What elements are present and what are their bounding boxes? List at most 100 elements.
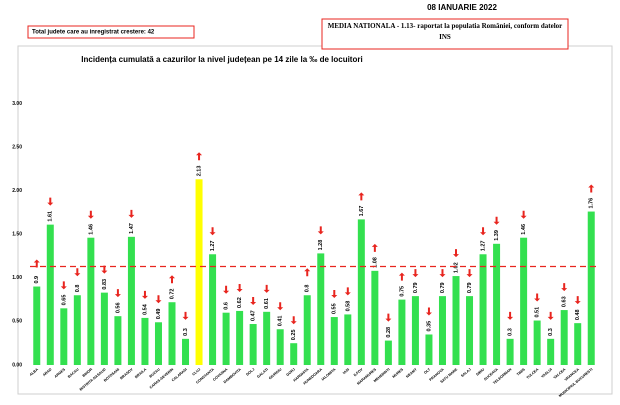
bar bbox=[371, 270, 379, 365]
trend-arrow bbox=[250, 297, 257, 306]
value-label: 0.51 bbox=[535, 307, 541, 318]
bar bbox=[411, 296, 419, 365]
trend-arrow bbox=[385, 313, 392, 322]
bar bbox=[33, 286, 41, 365]
bar bbox=[168, 302, 176, 365]
x-tick-label: BRAILA bbox=[134, 367, 147, 379]
x-tick-label: NEAMT bbox=[405, 367, 418, 379]
bar bbox=[87, 237, 95, 365]
bar bbox=[547, 338, 555, 365]
y-tick-label: 3.00 bbox=[12, 101, 22, 107]
x-tick-label: ILFOV bbox=[353, 367, 364, 377]
value-label: 0.6 bbox=[224, 302, 230, 310]
x-tick-label: SIBIU bbox=[475, 367, 485, 376]
value-label: 0.79 bbox=[440, 282, 446, 293]
value-label: 1.46 bbox=[88, 224, 94, 235]
value-label: 0.8 bbox=[75, 285, 81, 293]
trend-arrow bbox=[574, 296, 581, 305]
value-label: 0.55 bbox=[332, 303, 338, 314]
trend-arrow bbox=[169, 275, 175, 284]
trend-arrow bbox=[263, 284, 270, 293]
trend-arrow bbox=[196, 152, 203, 161]
counter: Total judete care au inregistrat crester… bbox=[32, 30, 155, 36]
value-label: 1.02 bbox=[453, 262, 459, 273]
y-tick-label: 0.50 bbox=[12, 319, 22, 325]
value-label: 1.46 bbox=[521, 224, 527, 235]
bar bbox=[141, 317, 149, 365]
trend-arrow bbox=[60, 281, 67, 290]
date: 08 IANUARIE 2022 bbox=[427, 3, 497, 12]
subtitle-wrap: MEDIA NATIONALA - 1.13- raportat la popu… bbox=[327, 22, 563, 41]
chart-title: Incidența cumulată a cazurilor la nivel … bbox=[81, 55, 362, 64]
trend-arrow bbox=[466, 269, 473, 278]
y-tick-label: 0.00 bbox=[12, 362, 22, 368]
bar bbox=[127, 236, 135, 365]
trend-arrow bbox=[371, 243, 378, 252]
x-tick-label: DOLJ bbox=[245, 367, 255, 376]
value-label: 0.49 bbox=[156, 309, 162, 320]
bar bbox=[466, 296, 474, 365]
x-tick-label: IASI bbox=[342, 367, 350, 375]
trend-arrow bbox=[344, 287, 351, 296]
value-label: 1.47 bbox=[129, 223, 135, 234]
trend-arrow bbox=[480, 227, 487, 236]
trend-arrow bbox=[114, 289, 121, 298]
value-label: 0.47 bbox=[251, 310, 257, 321]
y-tick-label: 2.50 bbox=[12, 144, 22, 150]
value-label: 0.79 bbox=[467, 282, 473, 293]
trend-arrow bbox=[182, 311, 189, 320]
bar bbox=[520, 237, 528, 365]
value-label: 1.08 bbox=[372, 257, 378, 268]
value-label: 0.3 bbox=[548, 328, 554, 336]
bar bbox=[60, 308, 68, 365]
bar bbox=[46, 224, 54, 365]
bar bbox=[398, 299, 406, 365]
x-tick-label: SALAJ bbox=[460, 367, 472, 378]
value-label: 1.61 bbox=[48, 211, 54, 222]
trend-arrow bbox=[547, 311, 554, 320]
bar bbox=[438, 296, 446, 365]
bar bbox=[344, 314, 352, 365]
bar bbox=[263, 311, 271, 365]
bar bbox=[100, 292, 108, 365]
value-label: 0.3 bbox=[183, 328, 189, 336]
trend-arrow bbox=[74, 268, 81, 277]
value-label: 1.76 bbox=[589, 198, 595, 209]
trend-arrow bbox=[398, 272, 405, 281]
value-label: 0.58 bbox=[345, 301, 351, 312]
x-tick-label: GIURGIU bbox=[268, 367, 283, 380]
bar bbox=[236, 310, 244, 365]
value-label: 0.28 bbox=[386, 327, 392, 338]
bar bbox=[114, 316, 122, 365]
bar bbox=[317, 253, 325, 365]
value-label: 0.8 bbox=[305, 285, 311, 293]
bar bbox=[330, 317, 338, 365]
trend-arrow bbox=[277, 302, 284, 311]
trend-arrow bbox=[534, 293, 541, 302]
bar bbox=[290, 343, 298, 365]
y-tick-label: 1.00 bbox=[12, 275, 22, 281]
bar bbox=[276, 329, 284, 365]
x-tick-label: ARAD bbox=[42, 367, 53, 377]
bar bbox=[384, 340, 392, 365]
subtitle: MEDIA NATIONALA - 1.13- raportat la popu… bbox=[327, 22, 563, 41]
value-label: 1.39 bbox=[494, 230, 500, 241]
trend-arrow bbox=[412, 269, 419, 278]
x-tick-label: OLT bbox=[423, 367, 431, 375]
trend-arrow bbox=[87, 210, 94, 219]
x-tick-label: GALATI bbox=[256, 367, 269, 378]
trend-arrow bbox=[425, 307, 432, 316]
chart-frame bbox=[17, 45, 613, 395]
trend-arrow bbox=[304, 268, 311, 277]
trend-arrow bbox=[317, 226, 324, 235]
trend-arrow bbox=[236, 283, 243, 292]
x-tick-label: ARGES bbox=[54, 367, 67, 379]
trend-arrow bbox=[33, 259, 40, 268]
counter-box bbox=[27, 25, 195, 39]
trend-arrow bbox=[493, 216, 500, 225]
trend-arrow bbox=[155, 295, 162, 304]
bar bbox=[452, 276, 460, 365]
trend-arrow bbox=[507, 311, 514, 320]
subtitle-box bbox=[321, 18, 569, 50]
value-label: 0.83 bbox=[102, 279, 108, 290]
